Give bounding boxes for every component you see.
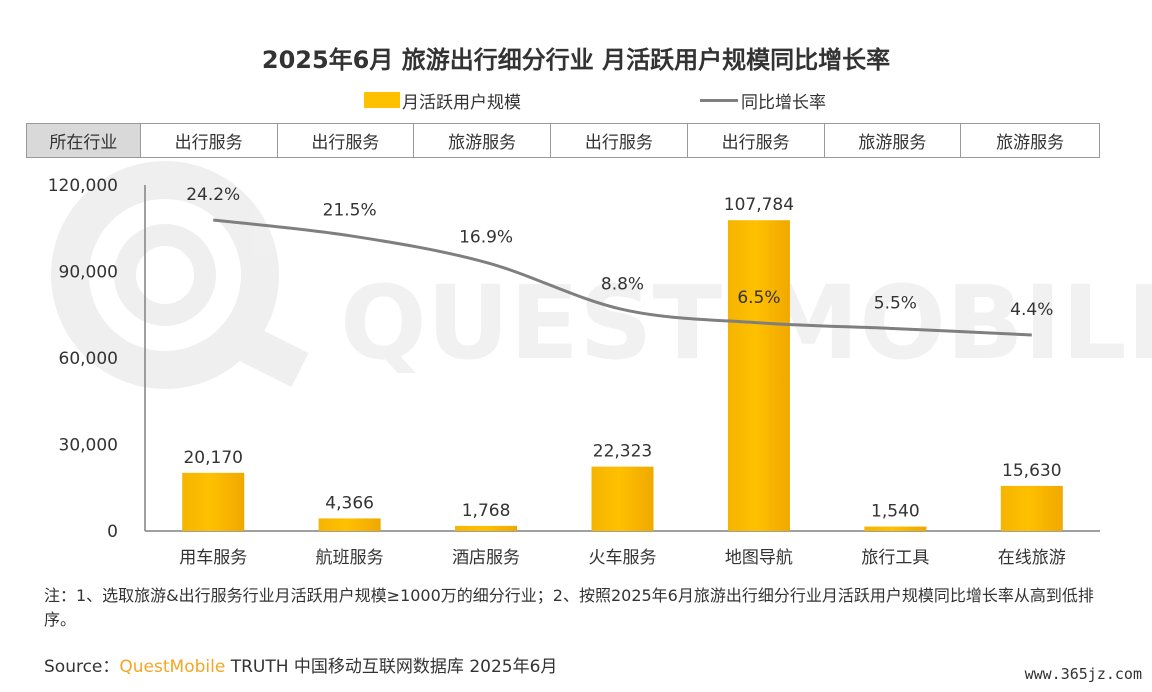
bar — [455, 525, 518, 531]
y-tick-label: 0 — [107, 522, 118, 542]
legend-line-label: 同比增长率 — [741, 93, 826, 113]
bar-value-label: 4,366 — [325, 493, 374, 513]
bar — [864, 526, 927, 531]
line-value-label: 4.4% — [1010, 300, 1053, 320]
bar — [1000, 485, 1063, 531]
x-tick-label: 在线旅游 — [998, 548, 1066, 568]
x-tick-label: 航班服务 — [316, 548, 384, 568]
industry-row: 所在行业 出行服务 出行服务 旅游服务 出行服务 出行服务 旅游服务 旅游服务 — [26, 123, 1100, 158]
bar-value-label: 15,630 — [1002, 461, 1061, 481]
bar-value-label: 20,170 — [183, 448, 242, 468]
x-tick-label: 酒店服务 — [452, 548, 520, 568]
industry-cell: 旅游服务 — [414, 124, 552, 157]
legend-bar-label: 月活跃用户规模 — [402, 93, 521, 113]
chart-title: 2025年6月 旅游出行细分行业 月活跃用户规模同比增长率 — [261, 46, 891, 74]
bar — [727, 220, 790, 532]
line-value-label: 6.5% — [737, 288, 780, 308]
y-tick-label: 90,000 — [59, 263, 118, 283]
x-tick-label: 用车服务 — [179, 548, 247, 568]
industry-cell: 旅游服务 — [825, 124, 962, 157]
bar — [318, 518, 381, 531]
industry-cell: 出行服务 — [551, 124, 688, 157]
legend-line-swatch — [700, 99, 738, 102]
bar-value-label: 1,540 — [871, 502, 920, 522]
y-tick-label: 60,000 — [59, 349, 118, 369]
industry-cell: 出行服务 — [688, 124, 825, 157]
line-value-label: 16.9% — [459, 227, 513, 247]
bar — [182, 472, 245, 531]
industry-cell: 旅游服务 — [996, 133, 1065, 153]
source-suffix: TRUTH 中国移动互联网数据库 2025年6月 — [225, 657, 558, 677]
x-tick-label: 旅行工具 — [861, 548, 929, 568]
x-tick-label: 火车服务 — [589, 548, 657, 568]
bar-value-label: 107,784 — [724, 195, 794, 215]
bar — [591, 466, 654, 531]
legend: 月活跃用户规模 同比增长率 — [0, 86, 1152, 113]
source-prefix: Source： — [44, 657, 120, 677]
line-value-label: 5.5% — [874, 294, 917, 314]
growth-line — [213, 218, 1032, 337]
footnote: 注：1、选取旅游&出行服务行业月活跃用户规模≥1000万的细分行业；2、按照20… — [44, 586, 1094, 629]
line-value-label: 21.5% — [323, 201, 377, 221]
bar-value-label: 22,323 — [593, 442, 652, 462]
source-line: Source：QuestMobile TRUTH 中国移动互联网数据库 2025… — [44, 652, 557, 677]
industry-cell: 出行服务 — [141, 124, 278, 157]
industry-cell: 出行服务 — [278, 124, 415, 157]
bar-value-label: 1,768 — [462, 501, 511, 521]
y-tick-label: 30,000 — [59, 436, 118, 456]
y-tick-label: 120,000 — [48, 176, 118, 196]
x-tick-label: 地图导航 — [725, 548, 793, 568]
legend-bar-swatch — [364, 92, 400, 108]
source-brand: QuestMobile — [119, 657, 226, 677]
industry-header: 所在行业 — [27, 124, 141, 157]
site-watermark: www.365jz.com — [1024, 665, 1142, 683]
line-value-label: 8.8% — [601, 274, 644, 294]
line-value-label: 24.2% — [186, 185, 240, 205]
